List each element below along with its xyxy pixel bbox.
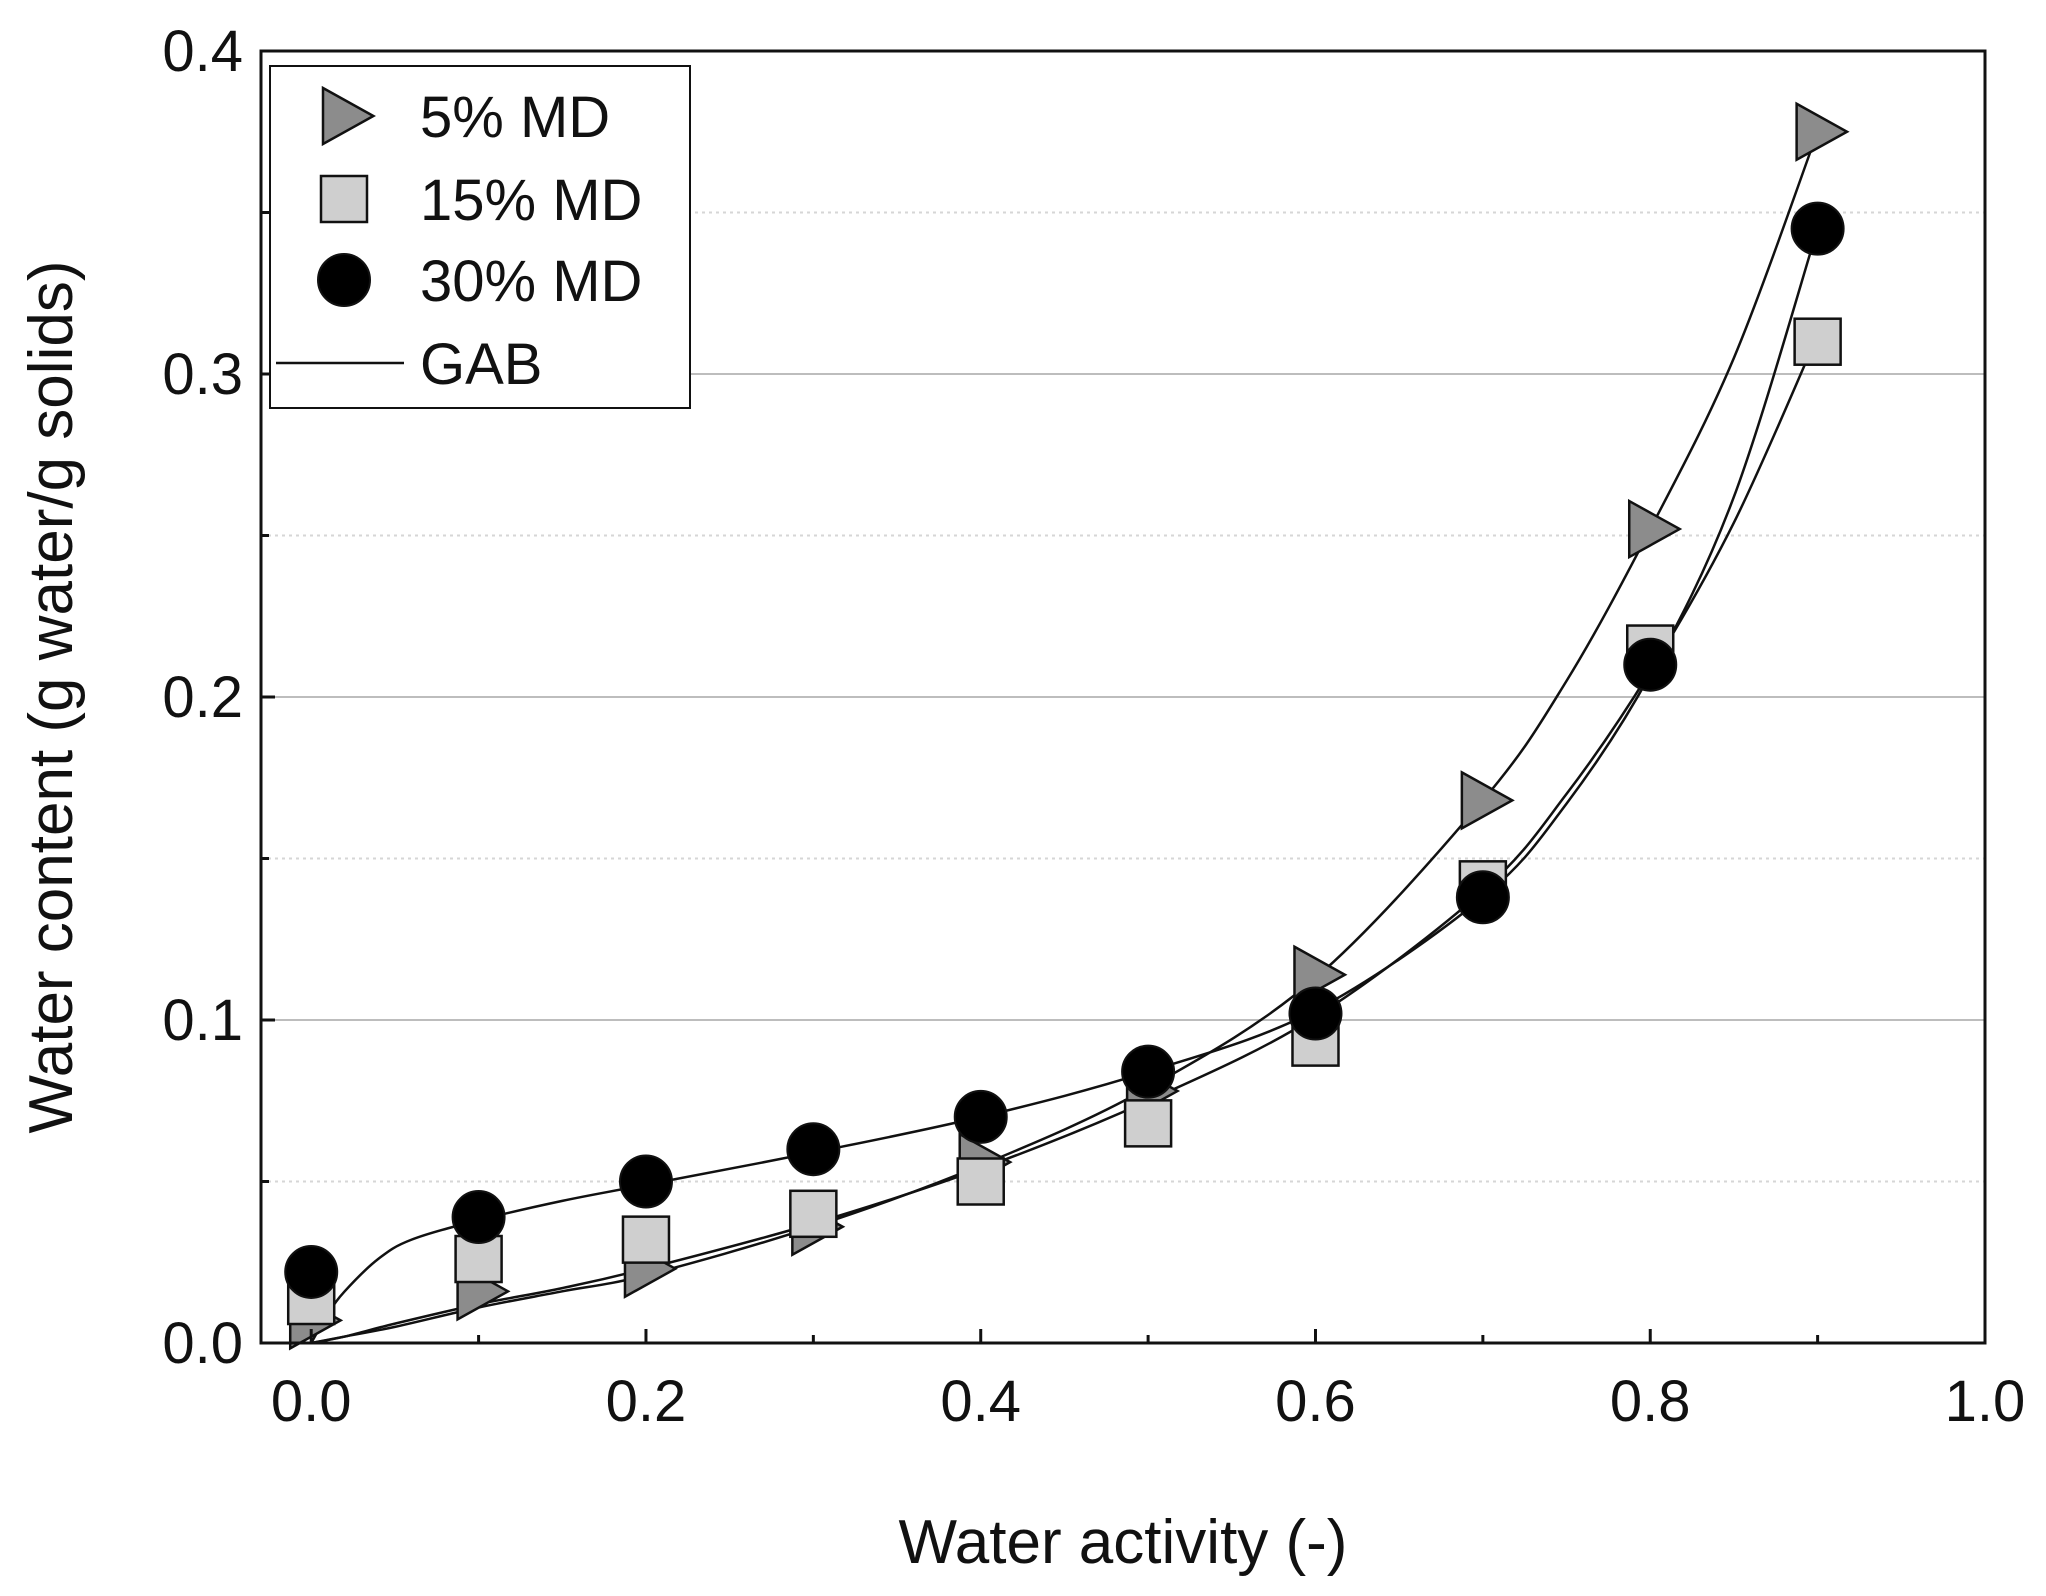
square-marker-15md [789, 1189, 838, 1239]
circle-marker-30md [1790, 201, 1845, 256]
y-tick-label: 0.1 [162, 988, 243, 1053]
x-tick-label: 0.4 [940, 1369, 1021, 1434]
legend-label-gab: GAB [420, 332, 543, 397]
y-tick-label: 0.4 [162, 19, 243, 84]
circle-marker-30md [953, 1089, 1008, 1144]
triangle-marker-5md [1627, 498, 1683, 560]
legend-symbols [276, 85, 404, 365]
square-marker-15md [621, 1215, 671, 1264]
circle-marker-30md [451, 1190, 506, 1245]
gab-fit-line-2 [310, 334, 1819, 1345]
circle-marker-30md [786, 1122, 841, 1177]
legend-box [269, 65, 691, 409]
axis-ticks: 0.0 0.2 0.4 0.6 0.8 1.0 0.0 0.1 0.2 0.3 0.4 [162, 19, 2025, 1434]
square-marker-15md [1123, 1099, 1173, 1148]
x-tick-label: 0.6 [1275, 1369, 1356, 1434]
legend-symbol-triangle-marker-5md [321, 85, 376, 147]
x-tick-label: 0.2 [606, 1369, 687, 1434]
legend-symbol-circle-marker-30md [317, 253, 371, 307]
circle-marker-30md [618, 1154, 673, 1209]
y-axis-label: Water content (g water/g solids) [17, 261, 86, 1134]
legend-symbol-square-marker-15md [319, 174, 369, 224]
x-tick-label: 0.8 [1610, 1369, 1691, 1434]
legend-label-15md: 15% MD [420, 168, 642, 233]
legend-label-30md: 30% MD [420, 249, 642, 314]
circle-marker-30md [1121, 1044, 1176, 1099]
y-tick-label: 0.3 [162, 342, 243, 407]
x-axis-label: Water activity (-) [899, 1508, 1348, 1577]
x-tick-label: 0.0 [271, 1369, 352, 1434]
legend-label-5md: 5% MD [420, 85, 610, 150]
y-tick-label: 0.2 [162, 665, 243, 730]
circle-marker-30md [1288, 986, 1343, 1041]
triangle-marker-5md [1795, 101, 1850, 162]
circle-marker-30md [1623, 637, 1678, 692]
y-tick-label: 0.0 [162, 1311, 243, 1376]
circle-marker-30md [284, 1244, 339, 1299]
x-tick-label: 1.0 [1945, 1369, 2026, 1434]
square-marker-15md [956, 1157, 1005, 1206]
circle-marker-30md [1455, 870, 1510, 925]
legend: 5% MD 15% MD 30% MD GAB [269, 65, 691, 409]
data-markers [284, 101, 1850, 1351]
triangle-marker-5md [1460, 770, 1515, 831]
square-marker-15md [1793, 317, 1842, 366]
